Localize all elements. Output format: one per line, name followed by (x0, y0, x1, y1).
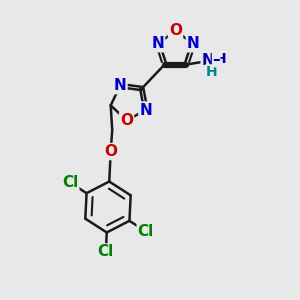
Text: O: O (104, 144, 117, 159)
Text: N: N (140, 103, 152, 118)
Text: O: O (120, 113, 133, 128)
Text: N: N (114, 78, 127, 93)
Text: O: O (169, 23, 182, 38)
Text: Cl: Cl (62, 175, 78, 190)
Text: Cl: Cl (138, 224, 154, 239)
Text: –: – (212, 52, 220, 67)
Text: N: N (202, 53, 214, 68)
Text: N: N (187, 36, 200, 51)
Text: H: H (206, 65, 218, 79)
Text: H: H (215, 52, 226, 66)
Text: Cl: Cl (98, 244, 114, 260)
Text: N: N (152, 36, 164, 51)
